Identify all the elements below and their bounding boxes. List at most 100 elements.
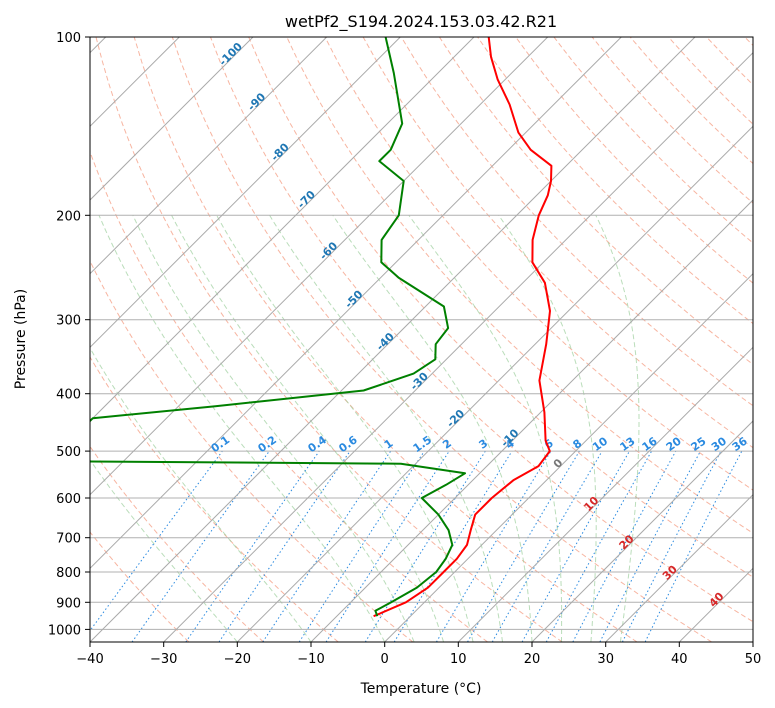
background-lines: [90, 37, 753, 642]
isotherm: [90, 37, 622, 570]
mixing-ratio-label: 2: [440, 437, 454, 452]
moist-adiabat: [132, 215, 415, 642]
isotherm: [90, 37, 475, 422]
x-tick-label: 50: [745, 652, 762, 667]
x-tick-label: 10: [450, 652, 467, 667]
isotherm: [90, 37, 549, 496]
isotherm: [605, 493, 753, 642]
mixing-ratio-line: [185, 450, 320, 642]
axis-ticks: −40 −30 −20 −10 0 10 20 30 40 50 100 200 300 400 500 60…: [48, 31, 761, 667]
moist-adiabat: [171, 215, 445, 642]
mixing-ratio-line: [131, 450, 270, 642]
dry-adiabat: [90, 150, 488, 642]
mixing-ratio-line: [393, 450, 513, 642]
y-axis-label: Pressure (hPa): [13, 289, 29, 389]
mixing-ratio-line: [218, 450, 351, 642]
dry-adiabat: [90, 531, 190, 642]
mixing-ratio-line: [599, 450, 701, 642]
y-tick-label: 200: [56, 209, 81, 224]
mixing-ratio-line: [325, 450, 450, 642]
y-tick-label: 300: [56, 314, 81, 329]
mixing-ratio-line: [467, 450, 580, 642]
plot-frame: [89, 36, 754, 643]
line-labels: 0.1 0.2 0.4 0.6 1 1.5 2 3 4 6 8 10 13 16 20 25 30 36-100-…: [209, 40, 750, 610]
x-tick-label: 30: [597, 652, 614, 667]
mixing-ratio-line: [644, 450, 743, 642]
mixing-ratio-line: [262, 450, 392, 642]
x-tick-label: −40: [76, 652, 103, 667]
y-tick-label: 1000: [48, 623, 81, 638]
dry-adiabat: [553, 37, 753, 244]
isotherm-label: -90: [245, 90, 268, 113]
isotherm: [90, 37, 401, 349]
x-tick-label: 0: [381, 652, 389, 667]
isotherm-label: -100: [216, 40, 245, 69]
isotherm: [457, 346, 753, 642]
isotherm: [678, 567, 753, 642]
y-tick-label: 600: [56, 492, 81, 507]
dry-adiabat: [90, 445, 264, 642]
dry-adiabat: [706, 37, 753, 86]
mixing-ratio-line: [298, 450, 425, 642]
dry-adiabat: [668, 37, 753, 125]
moist-adiabat: [90, 459, 238, 642]
dewpoint-profile: [90, 37, 466, 617]
y-tick-label: 900: [56, 596, 81, 611]
isotherm-label: 10: [581, 494, 601, 514]
mixing-ratio-label: 1.5: [411, 433, 434, 455]
moist-adiabat: [408, 215, 563, 642]
isotherm: [163, 51, 753, 642]
isotherm: [236, 125, 753, 642]
isotherm: [90, 37, 696, 642]
isotherm-label: -60: [317, 239, 340, 262]
isotherm-label: -80: [269, 140, 292, 163]
isotherm-label: -50: [342, 288, 365, 311]
isotherm: [90, 37, 328, 275]
moist-adiabat: [332, 215, 533, 642]
dry-adiabat: [324, 37, 753, 491]
isotherm-label: 30: [660, 562, 680, 582]
dry-adiabat: [133, 37, 638, 642]
dry-adiabat: [744, 37, 753, 47]
isotherm-label: -20: [444, 407, 467, 430]
moist-adiabat: [595, 215, 640, 642]
x-tick-label: 40: [671, 652, 688, 667]
y-tick-label: 100: [56, 31, 81, 46]
isotherm: [752, 641, 753, 642]
dry-adiabat: [248, 37, 753, 578]
mixing-ratio-label: 1: [382, 437, 396, 452]
isotherm: [90, 37, 254, 201]
y-tick-label: 400: [56, 388, 81, 403]
temperature-profile: [373, 37, 553, 618]
isotherm-label: -70: [295, 188, 318, 211]
mixing-ratio-line: [521, 450, 630, 642]
dry-adiabat: [171, 37, 712, 642]
profile-series: [90, 37, 553, 618]
dry-adiabat: [90, 356, 339, 642]
isotherm-label: 20: [617, 532, 637, 552]
mixing-ratio-label: 0.4: [306, 433, 330, 455]
x-axis-label: Temperature (°C): [360, 681, 482, 697]
x-tick-label: 20: [524, 652, 541, 667]
x-tick-label: −30: [150, 652, 177, 667]
mixing-ratio-line: [572, 450, 677, 642]
dry-adiabat: [591, 37, 753, 204]
moist-adiabat: [269, 215, 503, 642]
x-tick-label: −10: [297, 652, 324, 667]
dry-adiabat: [515, 37, 753, 284]
y-tick-label: 500: [56, 445, 81, 460]
dry-adiabat: [362, 37, 753, 449]
chart-title: wetPf2_S194.2024.153.03.42.R21: [285, 12, 557, 32]
y-tick-label: 800: [56, 566, 81, 581]
isotherm-label: -30: [408, 370, 431, 393]
moist-adiabat: [90, 347, 312, 642]
isotherm: [310, 199, 753, 642]
dry-adiabat: [400, 37, 753, 407]
mixing-ratio-line: [90, 450, 223, 632]
isotherm: [384, 272, 753, 642]
isotherm: [531, 420, 753, 642]
dry-adiabat: [210, 37, 753, 623]
y-tick-label: 700: [56, 532, 81, 547]
dry-adiabat: [438, 37, 753, 366]
isotherm-label: -40: [374, 330, 397, 353]
